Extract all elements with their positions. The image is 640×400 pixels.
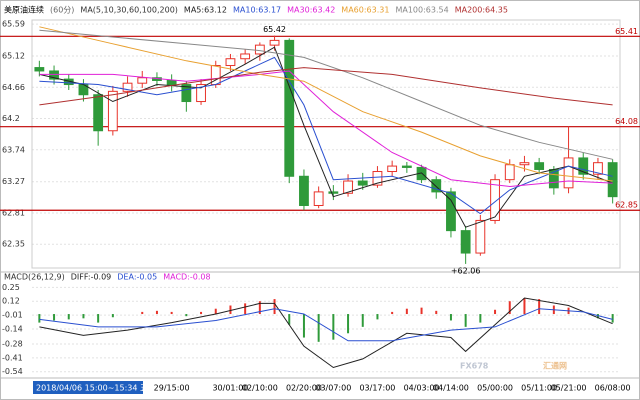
x-tick-label: 04/14:00 [433,384,469,393]
header-label: MA10:63.17 [233,6,281,15]
candle-body [49,70,59,80]
candle-body [460,230,471,254]
annotation: 65.42 [263,25,286,34]
header-label: MACD(26,12,9) [4,273,65,282]
candle-body [122,82,133,92]
header-label: MA(5,10,30,60,100,200) [80,6,178,15]
y-tick-label: 62.81 [2,208,25,217]
candle-body [343,180,353,194]
y-tick-label: 63.27 [2,177,25,186]
y-tick-label: 0.12 [2,297,20,306]
header-label: 美原油连续 [4,5,44,15]
plot-border [31,19,621,269]
series-line [39,26,613,182]
y-tick-label: -0.14 [2,325,23,334]
x-tick-label: 05/00:00 [477,384,513,393]
header-label: DIFF:-0.09 [71,273,112,282]
candle-body [401,165,412,168]
y-tick-label: 62.35 [2,240,25,249]
x-tick-label: 29/15:00 [154,384,190,393]
y-tick-label: 65.59 [2,20,25,29]
y-tick-label: -0.28 [2,339,23,348]
candle-body [166,79,177,86]
cursor-label: 2018/04/06 15:00~15:34 五 [36,384,148,393]
cursor-label-bg [33,381,143,394]
candle-body [475,219,486,254]
header-label: MA200:64.35 [455,6,508,15]
candle-body [240,53,251,60]
series-line [39,308,613,342]
header-label: MA5:63.12 [184,6,227,15]
candle-body [519,162,530,166]
candle-body [372,171,383,186]
candle-body [284,39,295,177]
candle-body [431,179,442,193]
header-label: MA30:63.42 [287,6,335,15]
series-line [39,56,613,215]
candle-body [504,164,515,181]
x-tick-label: 30/01:00 [212,384,248,393]
series-line [39,67,613,106]
candle-body [107,90,118,132]
price-level-label: 65.41 [615,27,638,36]
candle-body [93,94,104,132]
candle-body [137,77,148,84]
candle-body [313,191,324,206]
price-level-label: 64.08 [615,117,638,126]
series-line [39,29,613,160]
candle-body [181,84,192,103]
x-tick-label: 03/17:00 [359,384,395,393]
candle-body [446,191,456,232]
candle-body [490,179,500,221]
y-tick-label: 64.66 [2,83,25,92]
header-label: MACD:-0.08 [163,273,210,282]
candle-body [34,67,45,72]
x-tick-label: 04/03:00 [404,384,440,393]
series-line [39,297,613,369]
candle-body [225,58,236,67]
annotation: +62.06 [451,266,481,275]
candle-body [607,162,618,198]
x-tick-label: 05/11:00 [521,384,557,393]
candle-body [196,84,206,103]
y-tick-label: -0.41 [2,353,23,362]
y-tick-label: 63.74 [2,145,25,154]
header-label: MA100:63.54 [395,6,448,15]
watermark: FX678 [460,362,489,371]
candle-body [269,39,280,46]
x-tick-label: 02/20:00 [286,384,322,393]
series-line [39,70,613,188]
y-tick-label: 0.25 [2,283,20,292]
candle-body [578,157,589,175]
y-tick-label: 65.12 [2,52,25,61]
y-tick-label: -0.01 [2,311,23,320]
y-tick-label: -0.54 [2,367,23,376]
price-level-label: 62.85 [615,201,638,210]
y-tick-label: 64.2 [2,114,20,123]
candle-body [254,44,265,55]
watermark: 汇通网 [543,361,567,371]
x-tick-label: 03/07:00 [315,384,351,393]
x-tick-label: 05/21:00 [551,384,587,393]
candle-body [593,162,603,175]
candle-body [328,191,339,194]
header-label: DEA:-0.05 [117,273,157,282]
candle-body [563,157,574,189]
candle-body [534,162,545,170]
candle-body [357,180,368,186]
x-tick-label: 06/08:00 [595,384,631,393]
candle-body [299,175,309,206]
header-label: MA60:63.31 [341,6,389,15]
x-tick-label: 02/10:00 [242,384,278,393]
candle-body [387,165,398,173]
header-label: (60分) [50,6,74,15]
